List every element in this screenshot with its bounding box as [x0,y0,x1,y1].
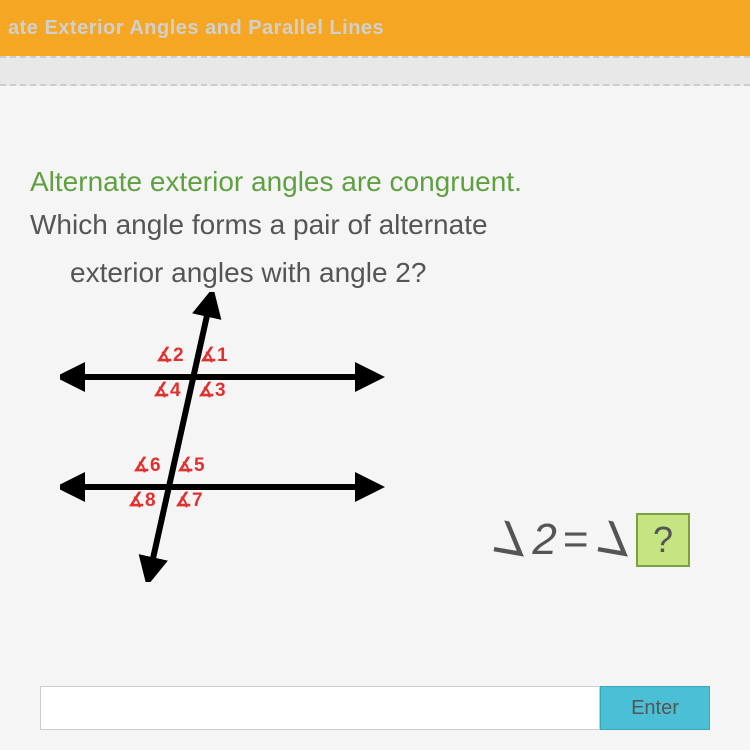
separator-band [0,56,750,86]
angle-4-label: ∡4 [153,379,181,402]
answer-input[interactable] [40,686,600,730]
lesson-header: ate Exterior Angles and Parallel Lines [0,0,750,56]
angle-1-label: ∡1 [200,344,228,367]
angle-symbol-right: ∠ [590,511,638,568]
answer-input-row: Enter [40,686,710,730]
equation-left-number: 2 [532,515,556,565]
equation-equals: = [563,515,589,565]
angle-8-label: ∡8 [128,489,156,512]
angle-5-label: ∡5 [177,454,205,477]
angle-diagram: ∡2 ∡1 ∡4 ∡3 ∡6 ∡5 ∡8 ∡7 [60,292,400,582]
answer-box[interactable]: ? [636,513,690,567]
angle-3-label: ∡3 [198,379,226,402]
question-line-2: exterior angles with angle 2? [70,254,720,292]
angle-7-label: ∡7 [175,489,203,512]
angle-2-label: ∡2 [156,344,184,367]
lesson-title: ate Exterior Angles and Parallel Lines [8,17,384,40]
enter-button[interactable]: Enter [600,686,710,730]
theorem-statement: Alternate exterior angles are congruent. [30,166,720,198]
diagram-svg [60,292,400,582]
answer-equation: ∠ 2 = ∠ ? [491,513,690,567]
angle-6-label: ∡6 [133,454,161,477]
diagram-equation-row: ∡2 ∡1 ∡4 ∡3 ∡6 ∡5 ∡8 ∡7 ∠ 2 = ∠ ? [30,302,720,602]
transversal-line [150,302,210,572]
question-line-1: Which angle forms a pair of alternate [30,206,720,244]
angle-symbol-left: ∠ [487,511,535,568]
content-area: Alternate exterior angles are congruent.… [0,86,750,622]
